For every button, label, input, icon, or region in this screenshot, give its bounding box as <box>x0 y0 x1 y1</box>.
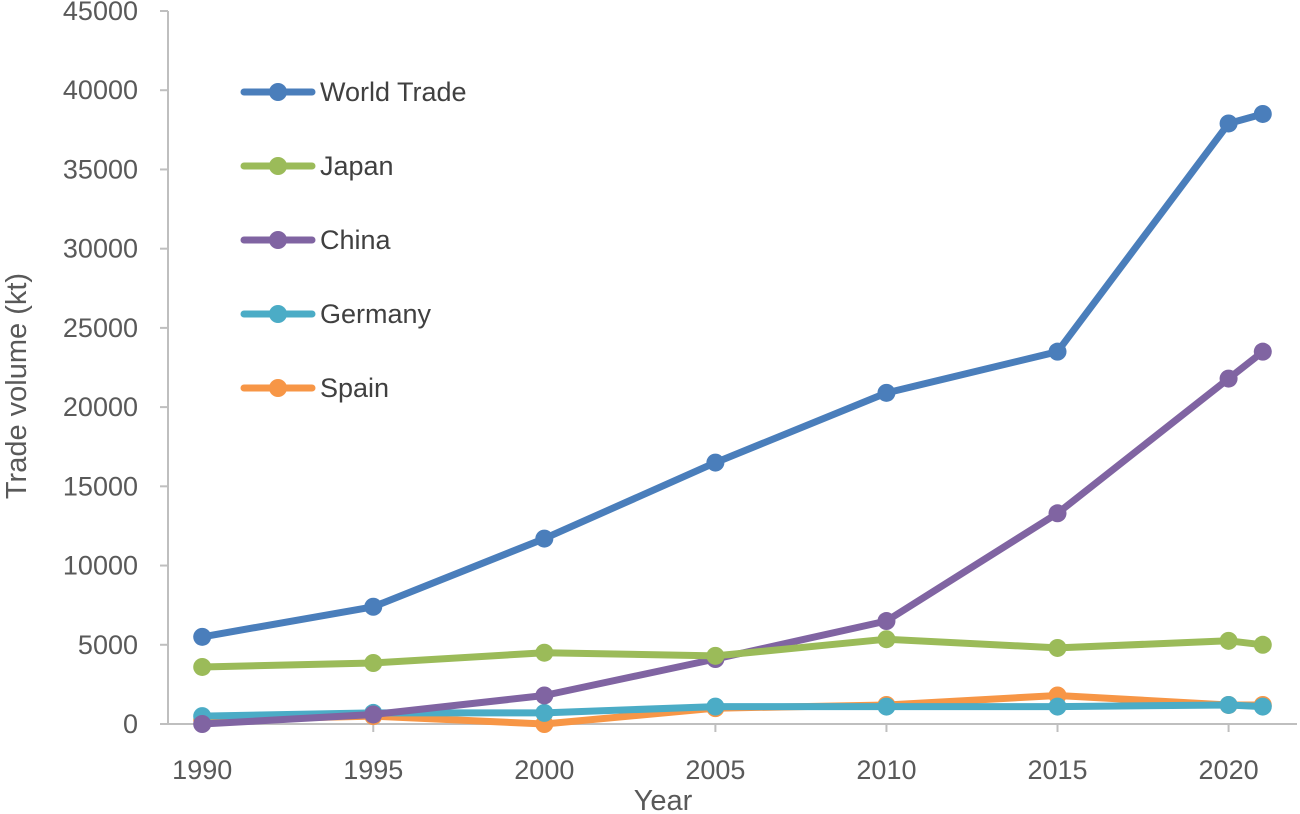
x-tick-label: 2005 <box>685 755 745 785</box>
data-point-germany <box>535 703 554 722</box>
y-tick-label: 30000 <box>63 234 138 264</box>
series-line-china <box>198 348 1267 728</box>
y-tick-label: 15000 <box>63 471 138 501</box>
data-point-world-trade <box>877 383 896 402</box>
data-point-germany <box>706 697 725 716</box>
legend-label: World Trade <box>320 77 467 107</box>
data-point-japan <box>877 630 896 649</box>
y-tick-label: 20000 <box>63 392 138 422</box>
legend-label: Spain <box>320 373 389 403</box>
legend-marker <box>269 231 287 249</box>
axes: 0 5000 10000 15000 20000 25000 30000 35000 40000… <box>63 0 1297 785</box>
data-point-japan <box>535 643 554 662</box>
y-tick-label: 35000 <box>63 154 138 184</box>
data-point-world-trade <box>1253 104 1272 123</box>
data-point-japan <box>1253 635 1272 654</box>
legend-label: Japan <box>320 151 394 181</box>
data-point-china <box>1253 342 1272 361</box>
data-point-japan <box>706 646 725 665</box>
data-point-world-trade <box>1048 342 1067 361</box>
legend-item-germany: Germany <box>240 299 432 329</box>
x-tick-label: 1995 <box>343 755 403 785</box>
data-point-world-trade <box>535 529 554 548</box>
data-point-china <box>193 715 212 733</box>
y-tick-label: 10000 <box>63 551 138 581</box>
data-point-japan <box>1219 631 1238 650</box>
data-point-china <box>535 686 554 705</box>
data-point-germany <box>877 697 896 716</box>
x-tick-label: 2000 <box>514 755 574 785</box>
y-axis-title: Trade volume (kt) <box>1 273 33 499</box>
data-point-world-trade <box>364 597 383 616</box>
legend-marker <box>269 305 287 323</box>
y-tick-label: 5000 <box>78 630 138 660</box>
y-tick-label: 25000 <box>63 313 138 343</box>
data-point-world-trade <box>193 627 212 646</box>
data-point-japan <box>364 653 383 672</box>
data-point-japan <box>1048 638 1067 657</box>
legend-item-japan: Japan <box>240 151 394 181</box>
legend-item-china: China <box>240 225 392 255</box>
legend-item-world-trade: World Trade <box>240 77 467 107</box>
x-axis-title: Year <box>634 785 693 814</box>
legend-marker <box>269 157 287 175</box>
legend-marker <box>269 379 287 397</box>
data-point-world-trade <box>1219 114 1238 133</box>
series-japan <box>193 630 1272 676</box>
y-tick-label: 45000 <box>63 0 138 26</box>
series-world-trade <box>193 104 1272 646</box>
legend-marker <box>269 83 287 101</box>
data-point-germany <box>1253 697 1272 716</box>
data-point-germany <box>1219 695 1238 714</box>
legend-item-spain: Spain <box>240 373 389 403</box>
series-layer <box>193 104 1272 733</box>
y-tick-label: 40000 <box>63 75 138 105</box>
x-tick-label: 2015 <box>1027 755 1087 785</box>
x-tick-label: 1990 <box>172 755 232 785</box>
data-point-china <box>364 705 383 724</box>
y-tick-label: 0 <box>123 709 138 739</box>
series-line-japan <box>198 635 1267 671</box>
legend-label: Germany <box>320 299 432 329</box>
data-point-japan <box>193 657 212 676</box>
series-line-world-trade <box>198 110 1267 641</box>
data-point-germany <box>1048 697 1067 716</box>
legend-label: China <box>320 225 392 255</box>
data-point-world-trade <box>706 453 725 472</box>
legend: World Trade Japan China Germany Spain <box>240 77 467 403</box>
x-tick-label: 2020 <box>1199 755 1259 785</box>
data-point-china <box>877 612 896 631</box>
data-point-china <box>1219 369 1238 388</box>
data-point-china <box>1048 504 1067 523</box>
x-tick-label: 2010 <box>856 755 916 785</box>
